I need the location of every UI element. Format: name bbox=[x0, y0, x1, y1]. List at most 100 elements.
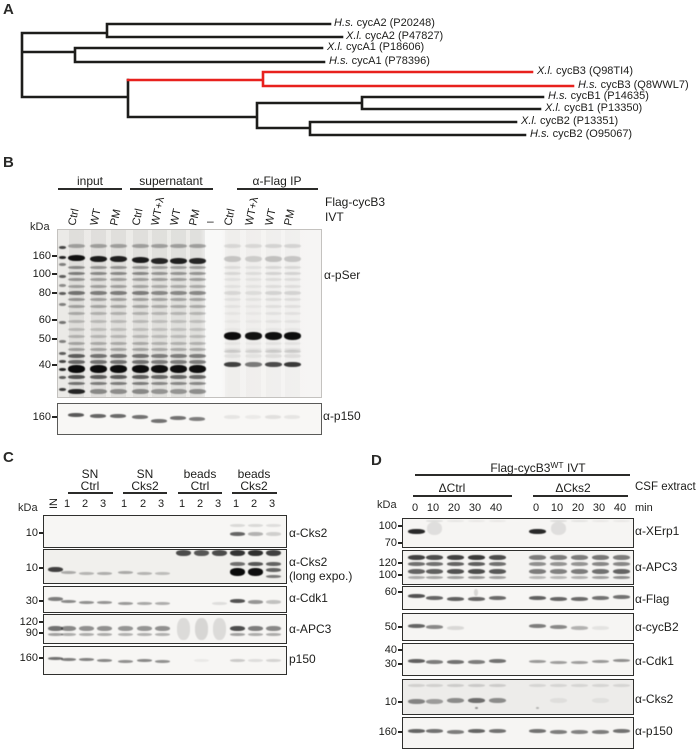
mw-marker-50: 50 bbox=[384, 621, 397, 633]
protein-band bbox=[188, 375, 206, 379]
protein-band bbox=[446, 562, 464, 566]
protein-accession: cycB2 (P13351) bbox=[536, 115, 619, 127]
protein-band bbox=[109, 335, 127, 338]
protein-band bbox=[223, 278, 241, 281]
lane-number: 1 bbox=[120, 498, 128, 510]
protein-band bbox=[244, 350, 262, 353]
protein-band bbox=[109, 360, 127, 364]
species-abbrev: H.s. bbox=[329, 55, 349, 67]
protein-band bbox=[264, 266, 282, 269]
protein-band bbox=[89, 328, 107, 331]
lane-streak bbox=[170, 230, 186, 397]
depletion-group-label: ΔCtrl bbox=[438, 481, 466, 495]
protein-band bbox=[425, 569, 443, 574]
protein-band bbox=[109, 256, 127, 262]
protein-band bbox=[467, 576, 485, 579]
protein-band bbox=[425, 729, 443, 733]
protein-band bbox=[283, 272, 301, 275]
protein-band bbox=[47, 567, 63, 572]
protein-band bbox=[550, 522, 566, 535]
lane-label: PM bbox=[187, 208, 203, 227]
antibody-label: α-XErp1 bbox=[635, 524, 680, 538]
protein-band bbox=[591, 520, 609, 522]
protein-band bbox=[78, 626, 94, 631]
protein-band bbox=[283, 278, 301, 281]
lane-label: WT bbox=[263, 207, 279, 227]
protein-band bbox=[47, 657, 63, 660]
time-point-label: 20 bbox=[447, 502, 461, 514]
protein-band bbox=[194, 618, 208, 640]
protein-band bbox=[67, 320, 85, 323]
sample-group-sublabel: Cks2 bbox=[131, 479, 159, 493]
protein-band bbox=[67, 278, 85, 281]
protein-band bbox=[89, 266, 107, 269]
group-rule bbox=[413, 495, 512, 497]
protein-band bbox=[264, 312, 282, 315]
ladder-band bbox=[58, 246, 66, 249]
protein-band bbox=[67, 328, 85, 331]
protein-band bbox=[150, 266, 168, 269]
ladder-band bbox=[58, 292, 66, 295]
protein-band bbox=[109, 291, 127, 295]
lane-streak bbox=[189, 230, 205, 397]
protein-band bbox=[570, 555, 588, 560]
protein-band bbox=[549, 555, 567, 560]
protein-band bbox=[264, 320, 282, 323]
protein-band bbox=[176, 618, 190, 640]
protein-band bbox=[591, 555, 609, 560]
protein-band bbox=[264, 350, 282, 353]
protein-band bbox=[78, 633, 94, 636]
protein-band bbox=[229, 599, 245, 603]
antibody-label: Flag-cycB3 bbox=[325, 195, 386, 209]
taxon-label: H.s. cycA2 (P20248) bbox=[334, 17, 435, 29]
protein-band bbox=[67, 312, 85, 315]
protein-band bbox=[109, 382, 127, 385]
protein-band bbox=[488, 520, 506, 522]
protein-band bbox=[188, 291, 206, 295]
protein-band bbox=[150, 389, 168, 394]
protein-band bbox=[467, 698, 485, 703]
protein-band bbox=[132, 415, 148, 419]
protein-band bbox=[446, 684, 464, 687]
mw-tick bbox=[398, 701, 403, 703]
mw-marker-40: 40 bbox=[38, 359, 51, 371]
blot-d-apc3 bbox=[402, 550, 634, 585]
protein-band bbox=[89, 375, 107, 379]
mw-tick bbox=[398, 591, 403, 593]
protein-band bbox=[245, 328, 262, 331]
time-point-label: 10 bbox=[550, 502, 564, 514]
taxon-label: X.l. cycA1 (P18606) bbox=[327, 41, 424, 53]
protein-band bbox=[549, 661, 567, 664]
lane-label: PM bbox=[282, 208, 298, 227]
protein-band bbox=[89, 354, 107, 358]
group-rule bbox=[415, 474, 630, 476]
protein-band bbox=[245, 342, 262, 345]
mw-tick bbox=[52, 292, 58, 294]
lane-number: 2 bbox=[139, 498, 147, 510]
protein-band bbox=[570, 684, 588, 687]
taxon-label: H.s. cycB3 (Q8WWL7) bbox=[578, 79, 689, 91]
protein-band bbox=[96, 601, 112, 604]
protein-band bbox=[223, 354, 241, 358]
protein-band bbox=[223, 350, 241, 353]
protein-band bbox=[265, 568, 281, 572]
time-point-label: 0 bbox=[411, 502, 419, 514]
protein-band bbox=[591, 660, 609, 663]
protein-band bbox=[549, 698, 567, 703]
mw-tick bbox=[39, 600, 44, 602]
protein-band bbox=[67, 365, 85, 373]
blot-d-flag bbox=[402, 586, 634, 610]
protein-band bbox=[47, 633, 63, 636]
protein-band bbox=[245, 320, 262, 323]
protein-band bbox=[131, 365, 149, 373]
lane-label-empty: – bbox=[207, 214, 214, 228]
protein-band bbox=[612, 520, 630, 522]
protein-band bbox=[188, 360, 206, 364]
protein-band bbox=[150, 244, 168, 248]
protein-band bbox=[60, 658, 76, 661]
protein-band bbox=[89, 256, 107, 262]
kda-label-c: kDa bbox=[18, 502, 38, 514]
protein-band bbox=[612, 562, 630, 566]
protein-band bbox=[89, 335, 107, 338]
taxon-label: X.l. cycB1 (P13350) bbox=[545, 102, 642, 114]
